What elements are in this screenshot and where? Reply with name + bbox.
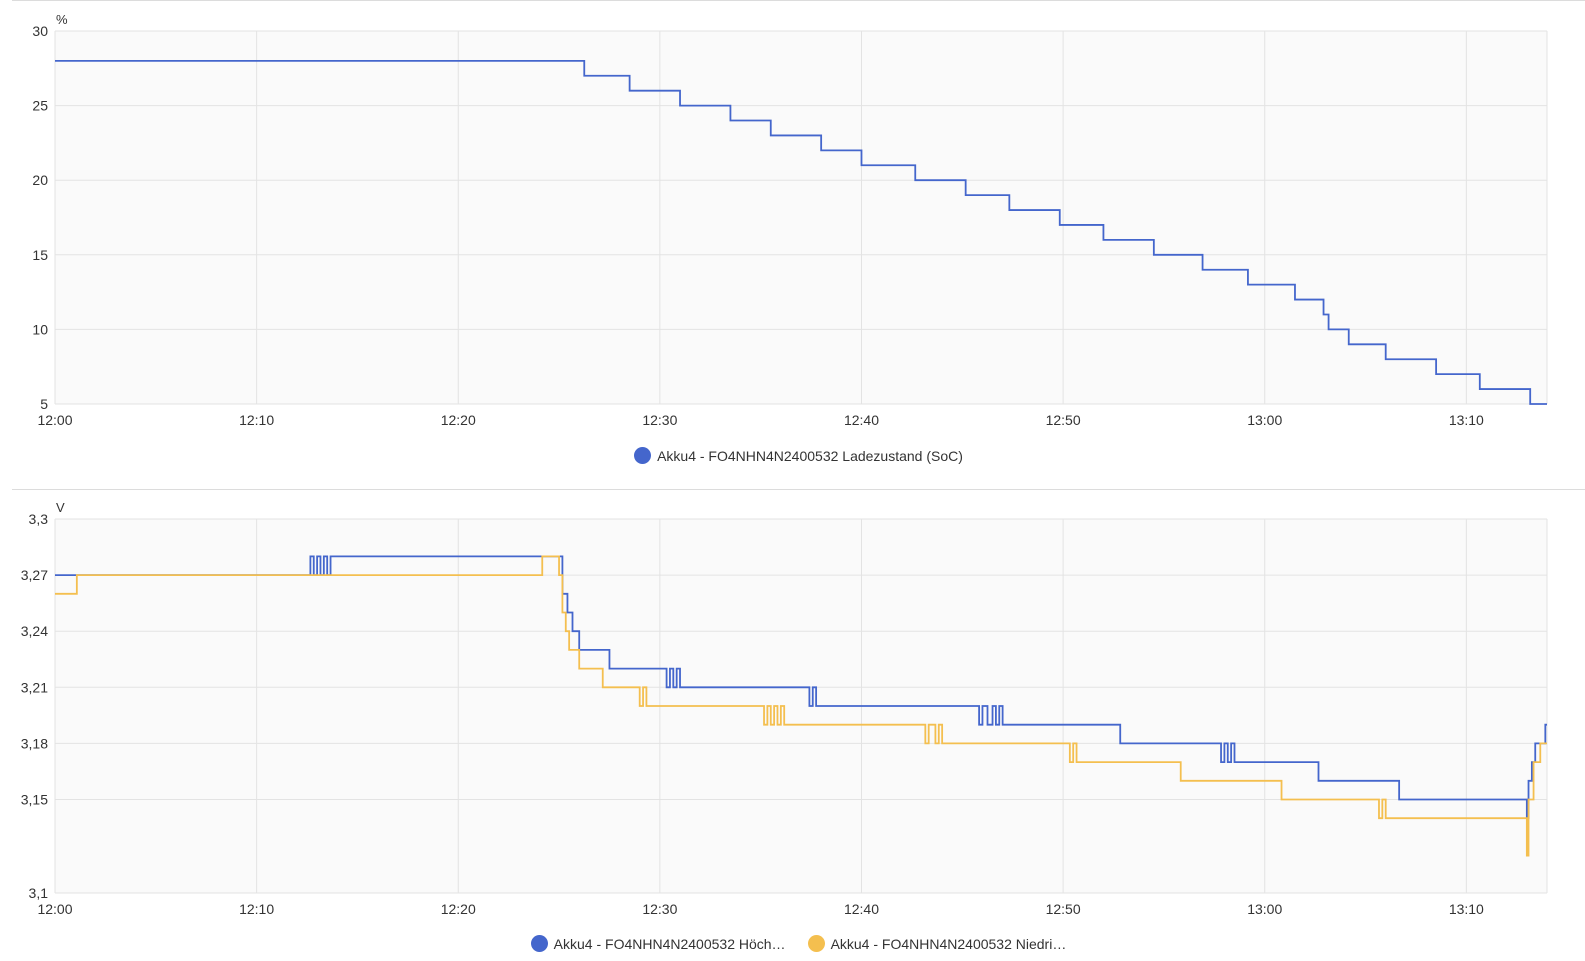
plot-area [55,519,1547,893]
y-tick-label: 5 [40,396,48,412]
y-tick-label: 20 [32,172,48,188]
y-tick-label: 25 [32,98,48,114]
legend-item-min-voltage[interactable]: Akku4 - FO4NHN4N2400532 Niedri… [807,935,1067,952]
y-tick-label: 15 [32,247,48,263]
series-line-0[interactable] [55,555,1547,820]
x-tick-label: 13:00 [1247,412,1282,428]
legend-dot-max-voltage [530,935,548,952]
voltage-chart[interactable]: 3,3 3,27 3,24 3,21 3,18 3,15 3,112:00 12:10 12:2… [12,490,1585,935]
voltage-chart-card: 3,3 3,27 3,24 3,21 3,18 3,15 3,1 12:00 12:10 12:2… [12,489,1585,961]
legend-dot-min-voltage [807,935,825,952]
y-tick-label: 3,18 [21,735,48,751]
legend-item-soc[interactable]: Akku4 - FO4NHN4N2400532 Ladezustand (SoC… [634,447,963,464]
voltage-legend: Akku4 - FO4NHN4N2400532 Höch… Akku4 - FO… [12,935,1585,952]
x-tick-label: 12:30 [642,412,677,428]
x-tick-label: 12:40 [844,901,879,917]
x-tick-label: 13:10 [1449,901,1484,917]
y-tick-label: 3,24 [21,623,48,639]
legend-label-min-voltage: Akku4 - FO4NHN4N2400532 Niedri… [830,935,1067,952]
x-tick-label: 12:20 [441,412,476,428]
x-tick-label: 12:00 [37,901,72,917]
x-tick-label: 12:50 [1046,412,1081,428]
soc-chart[interactable]: 30 25 20 15 10 512:00 12:10 12:20 12:30 12:40 12:5… [12,1,1585,446]
legend-dot-soc [634,447,652,464]
x-tick-label: 13:10 [1449,412,1484,428]
x-tick-label: 12:50 [1046,901,1081,917]
y-tick-label: 3,21 [21,679,48,695]
soc-chart-card: 30 25 20 15 10 5 12:00 12:10 12:20 12:30 12:40 12:5… [12,0,1585,489]
series-line-1[interactable] [55,555,1547,857]
x-tick-label: 12:20 [441,901,476,917]
y-tick-label: 3,3 [29,511,49,527]
y-tick-label: 3,15 [21,792,48,808]
plot-area [55,31,1547,404]
x-tick-label: 12:10 [239,901,274,917]
series-line-0[interactable] [55,59,1547,405]
y-tick-label: 3,27 [21,567,48,583]
x-tick-label: 13:00 [1247,901,1282,917]
y-unit-label: V [56,500,65,515]
x-tick-label: 12:40 [844,412,879,428]
y-tick-label: 10 [32,321,48,337]
x-tick-label: 12:30 [642,901,677,917]
x-tick-label: 12:10 [239,412,274,428]
legend-label-max-voltage: Akku4 - FO4NHN4N2400532 Höch… [553,935,786,952]
legend-label-soc: Akku4 - FO4NHN4N2400532 Ladezustand (SoC… [657,447,963,464]
y-tick-label: 3,1 [29,885,49,901]
legend-item-max-voltage[interactable]: Akku4 - FO4NHN4N2400532 Höch… [530,935,786,952]
y-tick-label: 30 [32,23,48,39]
soc-legend: Akku4 - FO4NHN4N2400532 Ladezustand (SoC… [12,447,1585,464]
x-tick-label: 12:00 [37,412,72,428]
y-unit-label: % [56,12,68,27]
